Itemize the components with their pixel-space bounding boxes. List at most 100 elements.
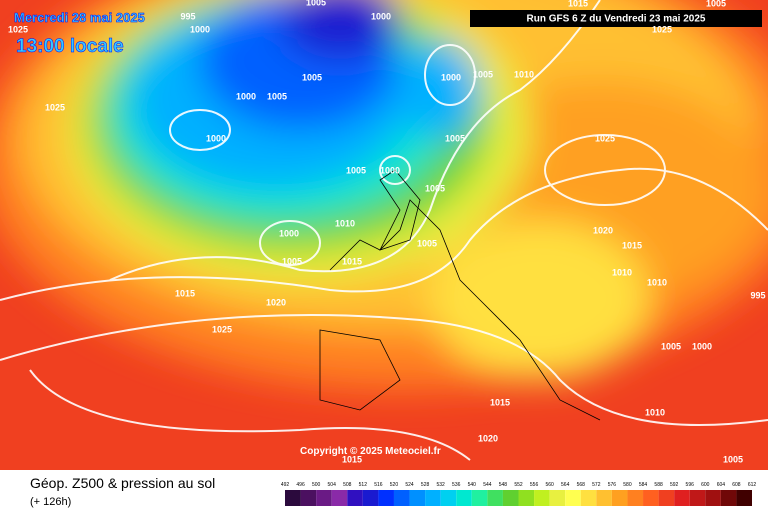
isobar-label: 1005: [267, 91, 287, 101]
colorbar-swatch: [720, 490, 737, 506]
colorbar-label: 532: [436, 482, 445, 488]
isobar-label: 1010: [612, 267, 632, 277]
colorbar-swatch: [502, 490, 519, 506]
isobar-label: 1000: [380, 165, 400, 175]
colorbar-label: 568: [577, 482, 586, 488]
colorbar-label: 572: [592, 482, 601, 488]
isobar-label: 1000: [371, 11, 391, 21]
colorbar-swatch: [627, 490, 644, 506]
isobar-label: 1025: [652, 24, 672, 34]
colorbar-swatch: [300, 490, 317, 506]
colorbar-swatch: [456, 490, 472, 506]
time: 13:00 locale: [16, 36, 124, 57]
isobar-label: 1005: [282, 256, 302, 266]
isobar-label: 1005: [661, 341, 681, 351]
footer-lead: (+ 126h): [30, 496, 71, 508]
isobar-label: 1025: [8, 24, 28, 34]
isobar-label: 1000: [279, 228, 299, 238]
footer-title: Géop. Z500 & pression au sol: [30, 475, 215, 491]
colorbar-swatch: [487, 490, 503, 506]
isobar-label: 1010: [514, 69, 534, 79]
isobar-label: 1020: [478, 433, 498, 443]
isobar-label: 1005: [706, 0, 726, 8]
colorbar-label: 580: [623, 482, 632, 488]
isobar-label: 1000: [692, 341, 712, 351]
colorbar-swatch: [534, 490, 550, 506]
colorbar-label: 504: [328, 482, 337, 488]
isobar-label: 1025: [595, 133, 615, 143]
copyright: Copyright © 2025 Meteociel.fr: [300, 446, 441, 457]
isobar-label: 1005: [302, 72, 322, 82]
colorbar-label: 528: [421, 482, 430, 488]
colorbar-label: 536: [452, 482, 461, 488]
colorbar-label: 492: [281, 482, 290, 488]
colorbar-label: 496: [296, 482, 305, 488]
isobar-label: 1005: [417, 238, 437, 248]
colorbar-swatch: [316, 490, 332, 506]
colorbar-swatch: [440, 490, 457, 506]
colorbar-label: 608: [732, 482, 741, 488]
isobar-label: 1010: [645, 407, 665, 417]
isobar-label: 1015: [568, 0, 588, 8]
date: Mercredi 28 mai 2025: [14, 10, 145, 25]
colorbar-label: 612: [748, 482, 757, 488]
colorbar-swatch: [471, 490, 488, 506]
colorbar-label: 564: [561, 482, 570, 488]
colorbar-label: 596: [686, 482, 695, 488]
colorbar-swatch: [689, 490, 706, 506]
colorbar-swatch: [331, 490, 348, 506]
colorbar-label: 560: [545, 482, 554, 488]
colorbar-swatch: [362, 490, 379, 506]
colorbar-swatch: [736, 490, 752, 506]
colorbar-swatch: [674, 490, 690, 506]
isobar-label: 1010: [647, 277, 667, 287]
colorbar-label: 576: [608, 482, 617, 488]
colorbar-swatch: [611, 490, 628, 506]
run-info: Run GFS 6 Z du Vendredi 23 mai 2025: [527, 14, 706, 25]
isobar-label: 1005: [473, 69, 493, 79]
isobar-label: 1005: [723, 454, 743, 464]
colorbar-swatch: [285, 490, 301, 506]
colorbar-label: 604: [717, 482, 726, 488]
colorbar-swatch: [393, 490, 410, 506]
colorbar-swatch: [580, 490, 597, 506]
colorbar-swatch: [643, 490, 659, 506]
isobar-label: 995: [750, 290, 765, 300]
isobar-label: 1015: [342, 454, 362, 464]
isobar-label: 1025: [45, 102, 65, 112]
colorbar-swatch: [409, 490, 426, 506]
isobar-label: 1000: [441, 72, 461, 82]
colorbar-label: 588: [654, 482, 663, 488]
isobar-label: 1005: [425, 183, 445, 193]
colorbar-swatch: [425, 490, 441, 506]
isobar-label: 1015: [342, 256, 362, 266]
isobar-label: 995: [180, 11, 195, 21]
isobar-label: 1025: [212, 324, 232, 334]
colorbar-swatch: [549, 490, 566, 506]
colorbar-label: 500: [312, 482, 321, 488]
colorbar-label: 548: [499, 482, 508, 488]
colorbar-swatch: [518, 490, 535, 506]
colorbar-label: 524: [405, 482, 414, 488]
isobar-label: 1000: [236, 91, 256, 101]
isobar-label: 1005: [445, 133, 465, 143]
colorbar-label: 512: [359, 482, 368, 488]
colorbar-swatch: [658, 490, 675, 506]
isobar-label: 1000: [190, 24, 210, 34]
isobar-label: 1010: [335, 218, 355, 228]
isobar-label: 1005: [346, 165, 366, 175]
colorbar-swatch: [596, 490, 612, 506]
colorbar-label: 552: [514, 482, 523, 488]
isobar-label: 1005: [306, 0, 326, 7]
colorbar-label: 508: [343, 482, 352, 488]
colorbar-label: 600: [701, 482, 710, 488]
colorbar-label: 544: [483, 482, 492, 488]
isobar-label: 1020: [266, 297, 286, 307]
isobar-label: 1015: [490, 397, 510, 407]
isobar-label: 1015: [175, 288, 195, 298]
isobar-label: 1015: [622, 240, 642, 250]
colorbar-swatch: [378, 490, 394, 506]
isobar-label: 1000: [206, 133, 226, 143]
isobar-label: 1020: [593, 225, 613, 235]
